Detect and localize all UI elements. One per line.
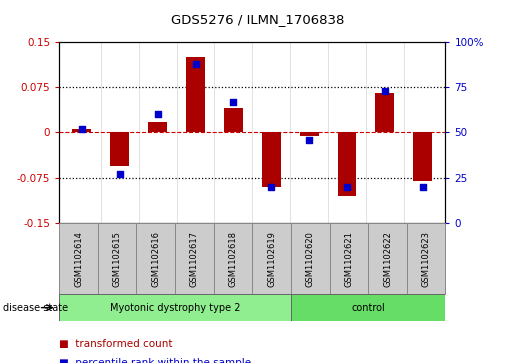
Bar <box>73 130 92 132</box>
Point <box>192 61 200 66</box>
Text: Myotonic dystrophy type 2: Myotonic dystrophy type 2 <box>110 303 241 313</box>
Bar <box>330 223 368 294</box>
Text: GSM1102617: GSM1102617 <box>190 231 199 287</box>
Bar <box>291 294 445 321</box>
Text: GSM1102620: GSM1102620 <box>306 231 315 286</box>
Bar <box>148 122 167 132</box>
Bar <box>291 223 330 294</box>
Text: GSM1102622: GSM1102622 <box>383 231 392 286</box>
Bar <box>186 57 205 132</box>
Text: GSM1102616: GSM1102616 <box>151 231 160 287</box>
Point <box>153 111 162 117</box>
Bar <box>110 132 129 166</box>
Text: control: control <box>351 303 385 313</box>
Text: ■  percentile rank within the sample: ■ percentile rank within the sample <box>59 358 251 363</box>
Text: disease state: disease state <box>3 303 67 313</box>
Point <box>229 99 237 105</box>
Text: GDS5276 / ILMN_1706838: GDS5276 / ILMN_1706838 <box>171 13 344 26</box>
Bar <box>407 223 445 294</box>
Text: GSM1102614: GSM1102614 <box>74 231 83 286</box>
Bar <box>337 132 356 196</box>
Bar <box>136 223 175 294</box>
Bar <box>262 132 281 187</box>
Point <box>419 184 427 190</box>
Bar <box>59 223 98 294</box>
Point <box>305 137 313 143</box>
Point <box>116 171 124 177</box>
Bar <box>214 223 252 294</box>
Point <box>267 184 276 190</box>
Text: GSM1102621: GSM1102621 <box>345 231 353 286</box>
Text: GSM1102619: GSM1102619 <box>267 231 276 286</box>
Point <box>381 88 389 94</box>
Point <box>78 126 86 132</box>
Bar <box>300 132 319 135</box>
Text: ■  transformed count: ■ transformed count <box>59 339 173 350</box>
Bar <box>368 223 407 294</box>
Point <box>343 184 351 190</box>
Bar <box>98 223 136 294</box>
Bar <box>224 108 243 132</box>
Bar <box>414 132 432 181</box>
Bar <box>375 93 394 132</box>
Bar <box>252 223 291 294</box>
Text: GSM1102623: GSM1102623 <box>422 231 431 287</box>
Text: GSM1102618: GSM1102618 <box>229 231 237 287</box>
Text: GSM1102615: GSM1102615 <box>113 231 122 286</box>
Bar <box>175 223 214 294</box>
Bar <box>59 294 291 321</box>
